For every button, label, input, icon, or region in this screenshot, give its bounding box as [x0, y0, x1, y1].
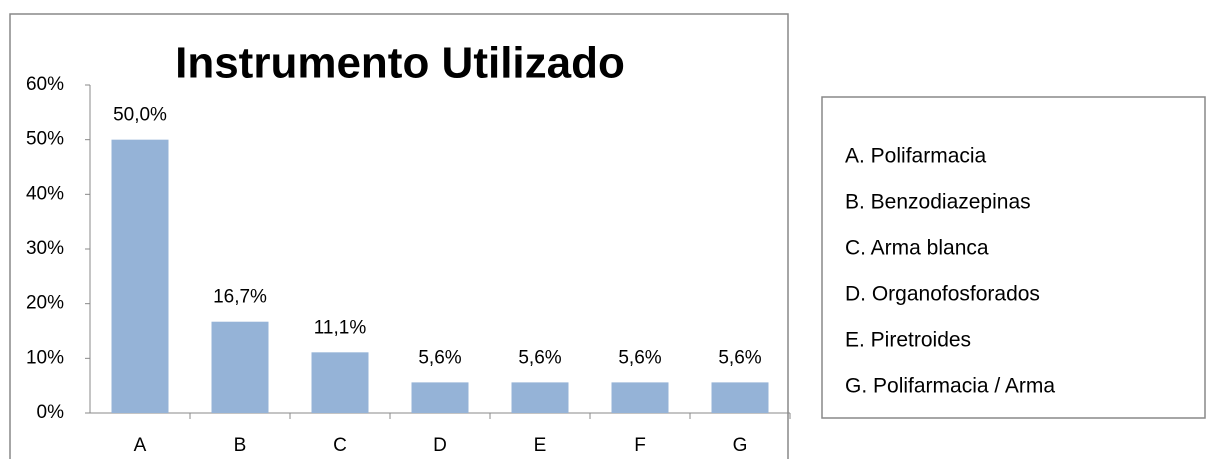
x-tick-label: A	[134, 435, 147, 456]
y-tick-label: 0%	[37, 402, 65, 423]
legend-box	[821, 96, 1206, 419]
value-label: 5,6%	[418, 347, 461, 368]
legend-text: E. Piretroides	[845, 329, 971, 352]
y-tick-label: 30%	[26, 238, 64, 259]
legend-text: D. Organofosforados	[845, 283, 1040, 306]
chart-title: Instrumento Utilizado	[175, 39, 625, 88]
x-tick-label: B	[234, 435, 247, 456]
legend-text: G. Polifarmacia / Arma	[845, 375, 1055, 398]
value-label: 5,6%	[718, 347, 761, 368]
value-label: 16,7%	[213, 287, 267, 308]
value-label: 50,0%	[113, 105, 167, 126]
bar	[411, 382, 469, 413]
value-label: 5,6%	[518, 347, 561, 368]
x-tick-label: C	[333, 435, 347, 456]
x-tick-label: D	[433, 435, 447, 456]
y-tick-label: 60%	[26, 74, 64, 95]
bar	[511, 382, 569, 413]
x-tick-label: F	[634, 435, 646, 456]
y-tick-label: 40%	[26, 183, 64, 204]
legend-text: B. Benzodiazepinas	[845, 191, 1031, 214]
bar	[611, 382, 669, 413]
y-tick-label: 10%	[26, 347, 64, 368]
bar	[111, 139, 169, 413]
value-label: 11,1%	[314, 317, 367, 338]
value-label: 5,6%	[618, 347, 661, 368]
legend-text: C. Arma blanca	[845, 237, 989, 260]
bar	[311, 352, 369, 413]
y-tick-label: 20%	[26, 293, 64, 314]
bar	[211, 321, 269, 413]
y-tick-label: 50%	[26, 129, 64, 150]
x-tick-label: E	[534, 435, 547, 456]
legend-text: A. Polifarmacia	[845, 145, 987, 168]
x-tick-label: G	[733, 435, 748, 456]
bar	[711, 382, 769, 413]
